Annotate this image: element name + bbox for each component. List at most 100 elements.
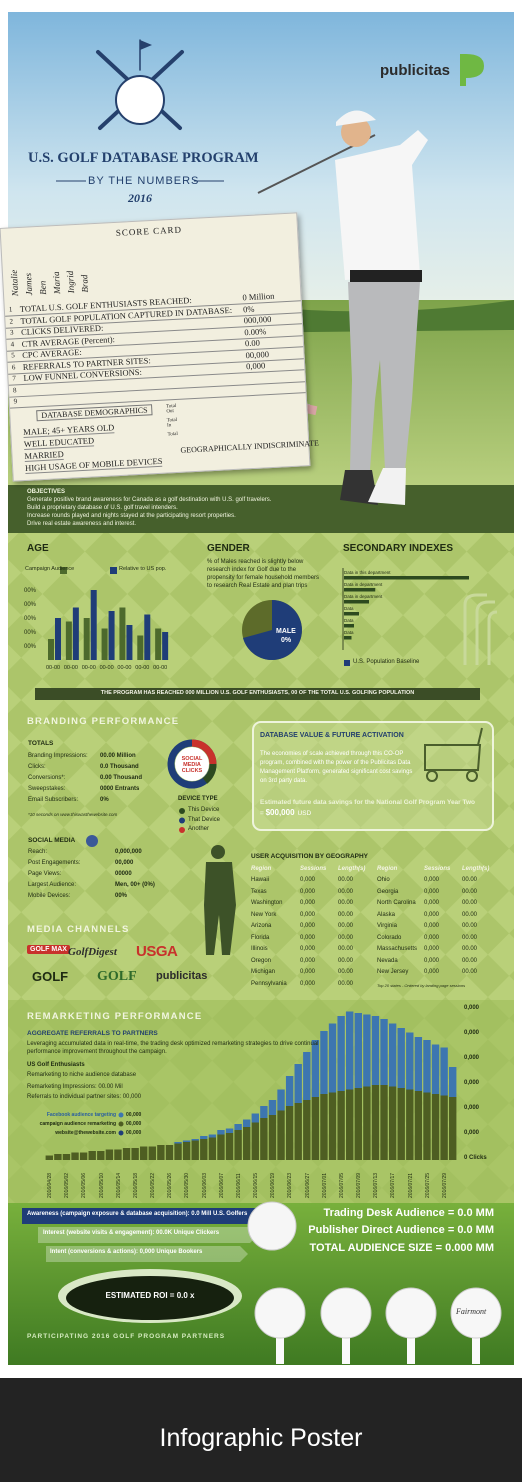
geo-cell: 0,000 <box>300 946 316 952</box>
device-dot <box>179 817 185 824</box>
objectives-heading: OBJECTIVES <box>27 489 66 495</box>
remarketing-bar <box>346 1089 354 1160</box>
remarketing-bar <box>225 1133 234 1160</box>
remarketing-bar <box>268 1115 277 1160</box>
media-logo: GolfDigest <box>68 946 117 958</box>
index-label: Data in department <box>344 582 383 587</box>
legend-swatch <box>344 660 350 666</box>
index-legend: U.S. Population Baseline <box>353 659 420 665</box>
donut-label: MALE <box>276 628 296 635</box>
age-bar <box>72 607 79 660</box>
objective: Build a proprietary database of U.S. gol… <box>27 505 178 511</box>
remarketing-bar <box>440 1047 448 1096</box>
remarketing-bar <box>285 1076 294 1106</box>
geo-cell: Illinois <box>251 946 268 952</box>
date-label: 2016/07/01 <box>321 1172 328 1198</box>
remarketing-bar <box>191 1139 199 1141</box>
device-name: Another <box>188 826 210 832</box>
legend-value: 00,000 <box>126 1121 142 1127</box>
column-header: Length(s) <box>338 866 366 872</box>
total-label: Sweepstakes: <box>28 786 66 792</box>
remarketing-bar <box>54 1154 62 1160</box>
golfer <box>257 110 428 505</box>
geo-cell: 00.00 <box>338 969 354 975</box>
database-estimate: Estimated future data savings for the Na… <box>260 798 480 819</box>
geo-cell: 00.00 <box>338 980 354 987</box>
remarketing-bar <box>157 1145 165 1160</box>
index-bar <box>344 576 469 580</box>
remarketing-bar <box>397 1028 405 1088</box>
remarketing-bar <box>294 1064 302 1103</box>
cart-icon <box>424 727 483 782</box>
media-heading: MEDIA CHANNELS <box>27 924 130 935</box>
remarketing-heading: REMARKETING PERFORMANCE <box>27 1011 203 1022</box>
geo-cell: 0,000 <box>300 900 316 906</box>
social-label: Mobile Devices: <box>28 893 71 899</box>
legend-dot <box>118 1130 124 1136</box>
remarketing-bar <box>337 1016 345 1091</box>
awareness: Awareness (campaign exposure & database … <box>27 1211 248 1217</box>
total-label: Total Out <box>166 403 177 415</box>
device-name: That Device <box>188 816 221 823</box>
row-number: 3 <box>9 328 14 337</box>
caption: Infographic Poster <box>159 1424 363 1452</box>
objectives-band <box>8 485 514 533</box>
remarketing-bar <box>243 1119 251 1127</box>
geo-cell: 00.00 <box>462 957 478 964</box>
remarketing-bar <box>449 1067 457 1097</box>
row-number: 5 <box>11 351 15 360</box>
social-value: Men, 00+ (0%) <box>115 882 155 888</box>
remarketing-bar <box>200 1136 208 1139</box>
remarketing-bar <box>328 1023 337 1093</box>
geo-cell: 00.00 <box>338 923 354 929</box>
social-label: Largest Audience: <box>28 882 77 888</box>
remarketing-bar <box>311 1040 320 1097</box>
geo-cell: 0,000 <box>300 877 316 883</box>
geo-cell: 00.00 <box>338 957 354 964</box>
geo-cell: New York <box>251 911 277 918</box>
date-label: 2016/07/09 <box>356 1172 362 1198</box>
geo-cell: 0,000 <box>300 980 316 987</box>
geo-cell: 00.00 <box>338 911 354 918</box>
remarketing-bar <box>251 1122 259 1160</box>
remarketing-bar <box>397 1088 405 1160</box>
x-label: 00-00 <box>135 665 150 671</box>
remarketing-bar <box>88 1151 96 1160</box>
remarketing-bar <box>337 1091 345 1160</box>
remarketing-bar <box>363 1014 371 1087</box>
social-value: 00000 <box>115 871 132 877</box>
clubs-icon <box>463 593 498 665</box>
date-label: 2016/06/15 <box>253 1172 259 1198</box>
database-box <box>252 721 494 831</box>
media-logo: GOLF <box>97 969 137 984</box>
row-value: 0% <box>242 303 255 314</box>
player-name: Ben <box>37 280 49 296</box>
geo-cell: Massachusetts <box>377 946 418 952</box>
date-label: 2016/07/17 <box>390 1172 397 1198</box>
geo-cell: Ohio <box>377 877 390 883</box>
remarketing-bar <box>148 1146 156 1160</box>
scorecard-title: Score Card <box>115 224 183 238</box>
index-label: Data in department <box>344 594 383 599</box>
remarketing-bar <box>363 1086 371 1160</box>
geo-cell: 00.00 <box>338 900 354 906</box>
media-logo: GOLF <box>32 969 69 984</box>
row-number: 2 <box>9 316 14 326</box>
y-label: 0,000 <box>464 1055 480 1061</box>
age-bar <box>101 628 108 660</box>
geo-cell: Michigan <box>251 969 276 975</box>
geo-cell: 00.00 <box>462 969 478 975</box>
remarketing-bar <box>277 1089 285 1111</box>
age-bar <box>48 639 54 660</box>
title: U.S. GOLF DATABASE PROGRAM <box>28 150 259 166</box>
media-logo: GOLF MAX <box>27 945 70 954</box>
social-label: Reach: <box>28 849 48 855</box>
row-number: 1 <box>8 305 13 314</box>
logo-ball <box>115 75 165 125</box>
estimate-amount: $00,000 <box>265 808 295 817</box>
geo-cell: Virginia <box>377 923 397 929</box>
ball-logo: Fairmont <box>456 1307 487 1316</box>
geo-cell: 00.00 <box>462 934 478 941</box>
